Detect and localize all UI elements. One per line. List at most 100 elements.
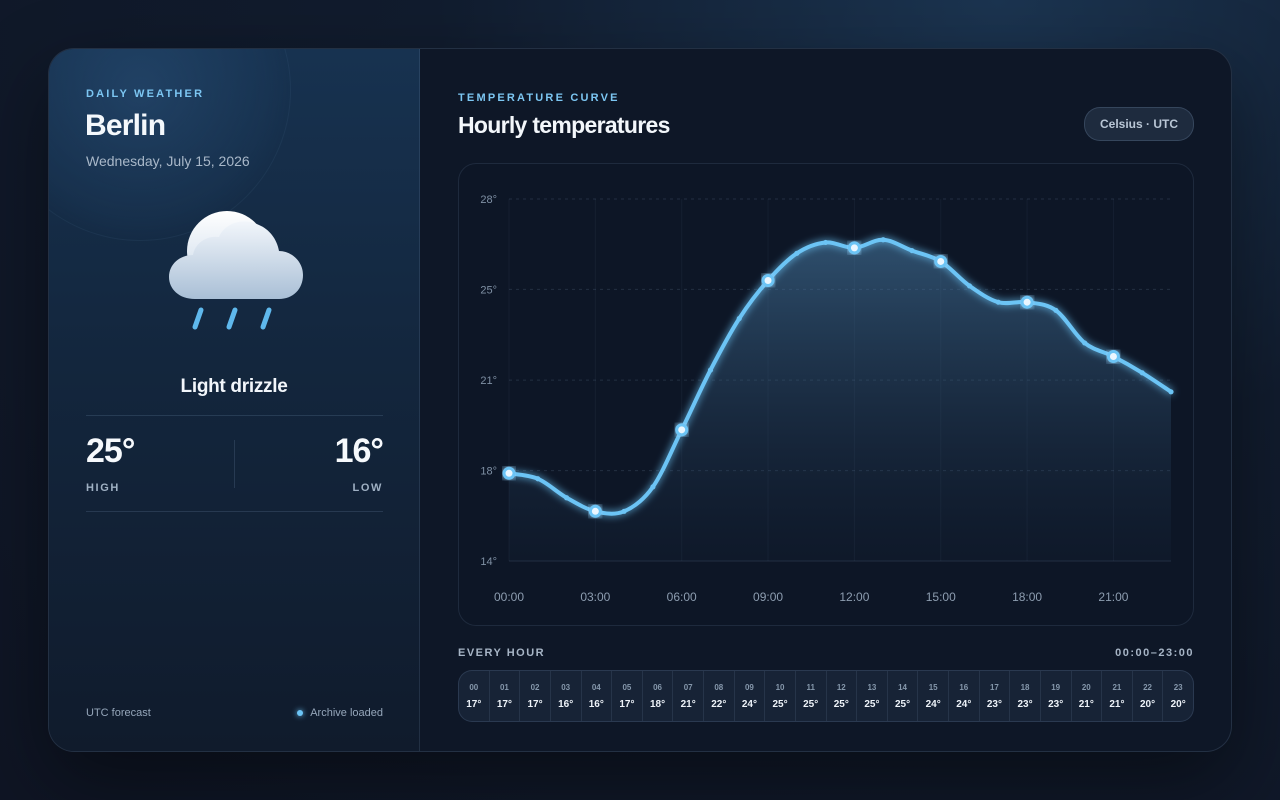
data-point-marker [502,466,516,480]
temperature-chart: 28° 25° 21° 18° 14° 00:00 03:00 06:00 09:00 12:00… [458,163,1194,626]
panel-eyebrow: DAILY WEATHER [86,88,205,100]
hour-temp: 25° [833,699,849,710]
hour-label: 21 [1112,683,1122,692]
hour-cell[interactable]: 21 21° [1102,671,1133,721]
hour-cell[interactable]: 02 17° [520,671,551,721]
data-point [563,495,570,501]
data-point [736,315,742,322]
hour-cell[interactable]: 15 24° [918,671,949,721]
divider [86,511,383,512]
hour-cell[interactable]: 16 24° [949,671,980,721]
hour-label: 03 [561,683,571,692]
hour-cell[interactable]: 12 25° [827,671,858,721]
hour-cell[interactable]: 09 24° [735,671,766,721]
hour-temp: 25° [772,699,788,710]
hourly-strip-header: EVERY HOUR 00:00–23:00 [458,647,1194,659]
hour-label: 05 [622,683,632,692]
low-temp-block: 16° LOW [335,434,384,494]
hour-cell[interactable]: 04 16° [582,671,613,721]
hour-label: 20 [1081,683,1091,692]
hour-cell[interactable]: 23 20° [1163,671,1193,721]
hour-label: 04 [591,683,601,692]
unit-badge[interactable]: Celsius · UTC [1083,107,1194,141]
hour-cell[interactable]: 00 17° [459,671,490,721]
high-temp-label: HIGH [86,482,120,494]
divider [86,415,383,416]
y-tick-label: 25° [480,284,497,296]
daily-summary-panel: DAILY WEATHER Berlin Wednesday, July 15,… [49,49,420,751]
hour-cell[interactable]: 17 23° [980,671,1011,721]
hour-temp: 17° [619,699,635,710]
hour-temp: 23° [1048,699,1064,710]
panel-title: Hourly temperatures [458,112,670,138]
forecast-date: Wednesday, July 15, 2026 [86,153,250,169]
data-point-marker [675,423,689,437]
hour-label: 12 [836,683,846,692]
city-name: Berlin [85,109,166,142]
archive-status: Archive loaded [297,707,383,719]
hour-cell[interactable]: 18 23° [1010,671,1041,721]
data-point-marker [1106,350,1120,364]
data-point [1168,389,1174,395]
data-point [535,476,541,482]
high-temp-value: 25° [86,432,135,470]
y-tick-label: 18° [480,466,497,478]
hour-temp: 24° [741,699,757,710]
hour-temp: 21° [1109,699,1125,710]
hour-temp: 16° [588,699,604,710]
x-tick-label: 00:00 [494,590,524,604]
hour-cell[interactable]: 03 16° [551,671,582,721]
hour-temp: 20° [1170,699,1186,710]
hour-temp: 21° [680,699,696,710]
hour-temp: 22° [711,699,727,710]
x-tick-label: 03:00 [580,590,610,604]
x-tick-label: 15:00 [926,590,956,604]
hour-cell[interactable]: 10 25° [765,671,796,721]
hour-temp: 23° [986,699,1002,710]
data-point [621,508,627,514]
hour-label: 08 [714,683,724,692]
low-temp-label: LOW [352,482,383,494]
hour-label: 23 [1173,683,1183,692]
data-point-marker [1020,295,1034,309]
data-point [1053,307,1059,313]
hour-cell[interactable]: 20 21° [1072,671,1103,721]
data-point [909,247,915,254]
hour-cell[interactable]: 22 20° [1133,671,1164,721]
hour-label: 22 [1143,683,1153,692]
y-tick-label: 21° [480,375,497,387]
hour-cell[interactable]: 11 25° [796,671,827,721]
hour-cell[interactable]: 13 25° [857,671,888,721]
hour-cell[interactable]: 14 25° [888,671,919,721]
hour-label: 16 [959,683,969,692]
hour-cell[interactable]: 07 21° [673,671,704,721]
data-point-marker [761,273,775,287]
data-point [1082,340,1088,346]
hour-temp: 25° [895,699,911,710]
hourly-strip: 00 17° 01 17° 02 17° 03 16° 04 16° 05 17° 06 18° 07 21°… [458,670,1194,722]
forecast-note: UTC forecast [86,707,151,719]
weather-condition: Light drizzle [180,376,288,397]
hour-temp: 17° [466,699,482,710]
hourly-strip-label: EVERY HOUR [458,647,546,659]
data-point [650,484,656,490]
temperature-panel: TEMPERATURE CURVE Hourly temperatures Ce… [420,49,1231,751]
hour-cell[interactable]: 08 22° [704,671,735,721]
hour-temp: 21° [1078,699,1094,710]
data-point [880,237,886,243]
hour-temp: 24° [956,699,972,710]
y-tick-label: 14° [480,556,497,568]
data-point [707,367,714,373]
hour-cell[interactable]: 06 18° [643,671,674,721]
hour-label: 02 [530,683,540,692]
hour-cell[interactable]: 01 17° [490,671,521,721]
data-point [794,250,800,256]
hour-temp: 17° [527,699,543,710]
hour-label: 13 [867,683,877,692]
x-tick-label: 21:00 [1098,590,1128,604]
hour-cell[interactable]: 05 17° [612,671,643,721]
archive-status-label: Archive loaded [310,707,383,719]
hour-cell[interactable]: 19 23° [1041,671,1072,721]
hourly-strip-range: 00:00–23:00 [1115,647,1194,659]
status-dot-icon [297,710,304,716]
